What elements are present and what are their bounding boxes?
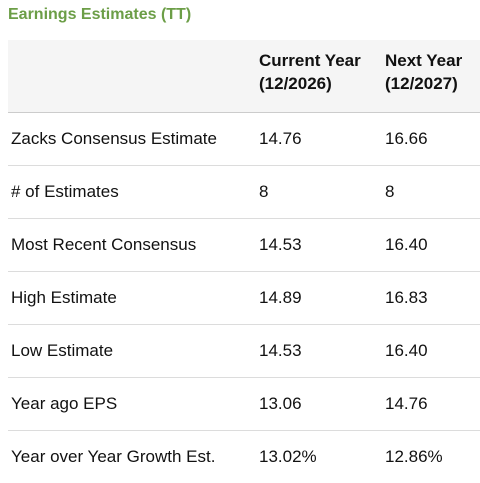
table-row: Year ago EPS 13.06 14.76 — [8, 378, 480, 431]
row-label: Low Estimate — [11, 341, 114, 360]
current-year-value: 14.53 — [259, 235, 302, 254]
current-year-value: 8 — [259, 182, 269, 201]
next-year-value: 16.66 — [385, 129, 428, 148]
current-year-value: 14.53 — [259, 341, 302, 360]
row-label: Year ago EPS — [11, 394, 118, 413]
next-year-value: 14.76 — [385, 394, 428, 413]
table-row: # of Estimates 8 8 — [8, 166, 480, 219]
row-label: # of Estimates — [11, 182, 119, 201]
current-year-value: 13.06 — [259, 394, 302, 413]
table-row: High Estimate 14.89 16.83 — [8, 272, 480, 325]
row-label: High Estimate — [11, 288, 117, 307]
table-header-row: Current Year (12/2026) Next Year (12/202… — [8, 40, 480, 113]
current-year-value: 13.02% — [259, 447, 317, 466]
row-label: Year over Year Growth Est. — [11, 447, 216, 466]
table-row: Year over Year Growth Est. 13.02% 12.86% — [8, 431, 480, 483]
table-row: Most Recent Consensus 14.53 16.40 — [8, 219, 480, 272]
next-year-value: 16.40 — [385, 341, 428, 360]
current-year-value: 14.76 — [259, 129, 302, 148]
row-label: Most Recent Consensus — [11, 235, 197, 254]
row-label: Zacks Consensus Estimate — [11, 129, 217, 148]
next-year-value: 8 — [385, 182, 395, 201]
header-next-year-period: (12/2027) — [385, 74, 458, 93]
header-next-year-label: Next Year — [385, 51, 463, 70]
table-row: Low Estimate 14.53 16.40 — [8, 325, 480, 378]
earnings-estimates-table: Current Year (12/2026) Next Year (12/202… — [8, 40, 480, 483]
next-year-value: 12.86% — [385, 447, 443, 466]
current-year-value: 14.89 — [259, 288, 302, 307]
header-current-year: Current Year (12/2026) — [256, 40, 382, 95]
section-title: Earnings Estimates (TT) — [8, 6, 192, 23]
next-year-value: 16.40 — [385, 235, 428, 254]
header-next-year: Next Year (12/2027) — [382, 40, 480, 95]
header-current-year-period: (12/2026) — [259, 74, 332, 93]
header-current-year-label: Current Year — [259, 51, 361, 70]
next-year-value: 16.83 — [385, 288, 428, 307]
table-row: Zacks Consensus Estimate 14.76 16.66 — [8, 113, 480, 166]
